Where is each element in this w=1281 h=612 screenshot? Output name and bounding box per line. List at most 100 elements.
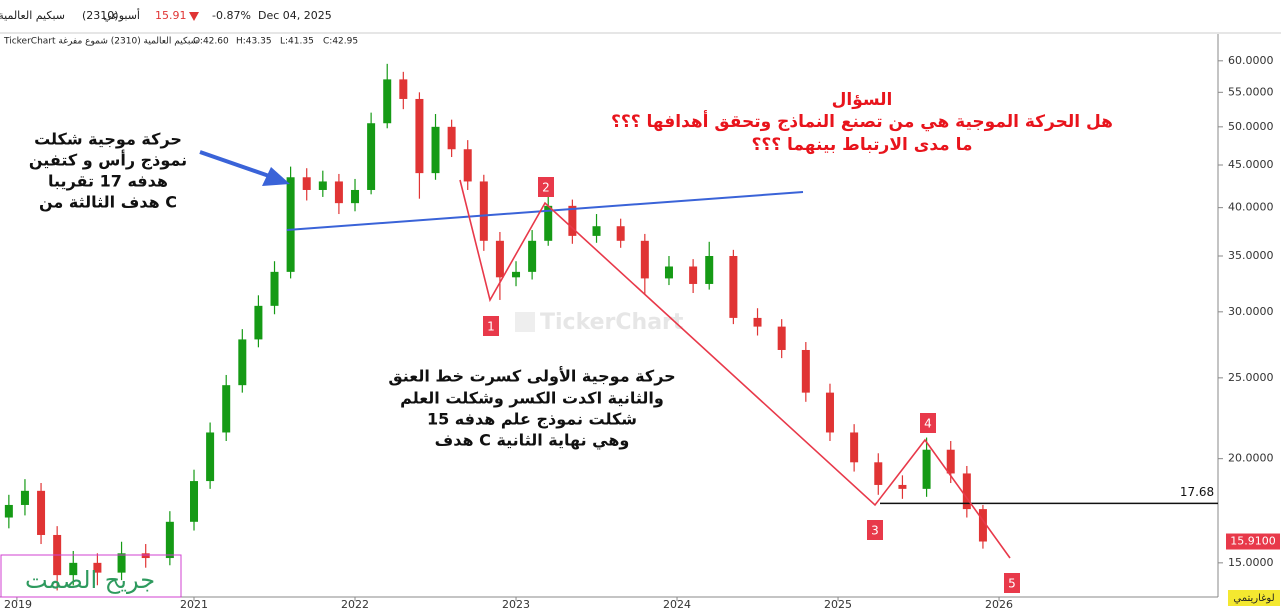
- y-tick-label: 35.0000: [1228, 249, 1274, 262]
- candle-body: [431, 126, 440, 174]
- left-note: هدف الثالثة من C: [39, 193, 177, 212]
- candle-body: [664, 266, 673, 279]
- candle-body: [753, 317, 762, 327]
- candle-body: [528, 240, 537, 272]
- y-tick-label: 45.0000: [1228, 158, 1274, 171]
- candle-body: [334, 181, 343, 204]
- candle-body: [801, 349, 810, 393]
- wave-label-box: [538, 177, 554, 197]
- middle-note: شكلت نموذج علم هدفه 15: [427, 410, 637, 429]
- y-tick-label: 40.0000: [1228, 201, 1274, 214]
- level-label: 17.68: [1180, 485, 1214, 499]
- info-line: TickerChart سبكيم العالمية (2310) شموع م…: [3, 37, 198, 47]
- ohlc-close: C:42.95: [323, 37, 358, 47]
- wave-labels: 1 2 3 4 5: [483, 177, 1020, 593]
- candle-body: [689, 266, 698, 284]
- candle-body: [616, 226, 625, 241]
- candle-body: [222, 385, 231, 433]
- wave-label-box: [920, 413, 936, 433]
- candle-body: [447, 126, 456, 150]
- wave-label: 2: [542, 181, 550, 195]
- arrow-shaft: [199, 150, 273, 179]
- middle-note: حركة موجية الأولى كسرت خط العنق: [388, 367, 675, 386]
- y-tick-label: 50.0000: [1228, 120, 1274, 133]
- arrow-head: [262, 167, 290, 186]
- price: 15.91: [155, 9, 187, 22]
- x-tick-label: 2022: [341, 598, 369, 611]
- candle-body: [383, 79, 392, 124]
- candle-body: [286, 177, 295, 272]
- wave-label-box: [867, 520, 883, 540]
- y-tick-label: 55.0000: [1228, 85, 1274, 98]
- candle-body: [479, 181, 488, 241]
- candle-body: [922, 449, 931, 489]
- candle-body: [20, 490, 29, 505]
- date: Dec 04, 2025: [258, 9, 332, 22]
- candle-body: [367, 123, 376, 190]
- candle-body: [318, 181, 327, 190]
- y-tick-label: 25.0000: [1228, 371, 1274, 384]
- question-line: ما مدى الارتباط بينهما ؟؟؟: [752, 135, 973, 155]
- wave-label: 3: [871, 524, 879, 538]
- candle-body: [568, 205, 577, 236]
- wave-zigzag: [459, 179, 1011, 559]
- wave-label: 1: [487, 320, 495, 334]
- candle-body: [495, 240, 504, 278]
- candle-body: [874, 462, 883, 485]
- candle-body: [4, 504, 13, 518]
- candle-body: [117, 553, 126, 573]
- x-tick-label: 2024: [663, 598, 691, 611]
- candle-body: [640, 240, 649, 279]
- left-note: هدفه 17 تقريبا: [48, 172, 168, 191]
- candle-body: [270, 271, 279, 306]
- symbol-code: (2310): [82, 9, 119, 22]
- ohlc-open: O:42.60: [193, 37, 229, 47]
- logo-box: [0, 554, 182, 598]
- middle-note: هدف C وهي نهاية الثانية: [435, 431, 630, 451]
- change: -0.87%: [212, 9, 251, 22]
- candle-body: [415, 98, 424, 174]
- candle-body: [190, 481, 199, 522]
- candle-body: [962, 473, 971, 510]
- y-tick-label: 15.0000: [1228, 556, 1274, 569]
- candle-body: [705, 256, 714, 284]
- candle-body: [850, 432, 859, 463]
- candle-body: [399, 79, 408, 99]
- candle-body: [946, 449, 955, 474]
- watermark-icon: [515, 312, 535, 332]
- left-note: نموذج رأس و كتفين: [29, 150, 187, 170]
- candle-body: [978, 509, 987, 542]
- interval: أسبوعي: [103, 8, 140, 22]
- x-tick-label: 2026: [985, 598, 1013, 611]
- current-price-box: [1226, 533, 1280, 550]
- current-price-label: 15.9100: [1230, 535, 1276, 548]
- candle-body: [37, 490, 46, 535]
- x-tick-label: 2019: [4, 598, 32, 611]
- candle-body: [898, 484, 907, 489]
- wave-label-box: [483, 316, 499, 336]
- candle-body: [238, 339, 247, 386]
- logo: جريح الصمت: [25, 566, 155, 594]
- candle-body: [206, 432, 215, 482]
- candle-body: [777, 326, 786, 350]
- watermark: TickerChart: [540, 310, 684, 335]
- question-line: هل الحركة الموجية هي من تصنع النماذج وتح…: [611, 110, 1113, 132]
- y-tick-label: 60.0000: [1228, 54, 1274, 67]
- scale-mode[interactable]: لوغاريتمي: [1233, 593, 1274, 604]
- x-tick-label: 2023: [502, 598, 530, 611]
- candle-body: [302, 177, 311, 190]
- ohlc-low: L:41.35: [280, 37, 314, 47]
- candle-body: [141, 553, 150, 559]
- wave-label: 5: [1008, 577, 1016, 591]
- scale-mode-box: [1228, 590, 1280, 606]
- candle-body: [825, 392, 834, 433]
- wave-label: 4: [924, 417, 932, 431]
- left-note: حركة موجية شكلت: [34, 130, 182, 149]
- candle-body: [729, 256, 738, 318]
- candle-body: [512, 271, 521, 278]
- candle-body: [93, 562, 102, 573]
- x-tick-label: 2025: [824, 598, 852, 611]
- y-tick-label: 30.0000: [1228, 305, 1274, 318]
